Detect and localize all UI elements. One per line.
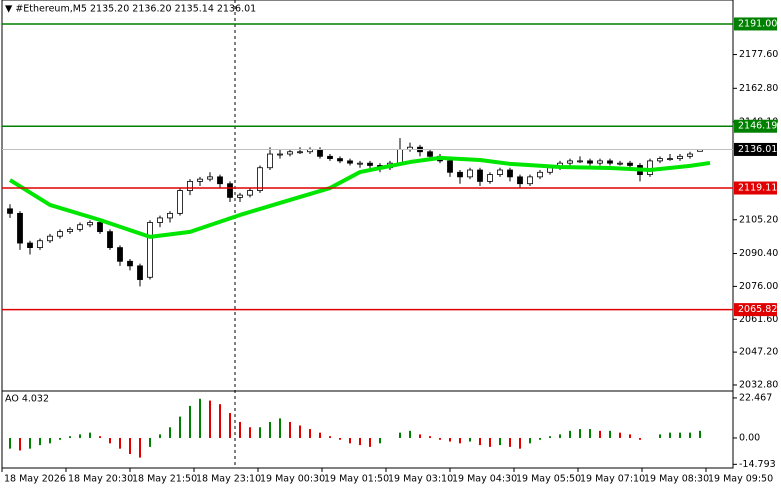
candle-body <box>17 212 23 244</box>
candle-body <box>597 160 603 164</box>
y-tick-label: -14.793 <box>739 459 776 470</box>
candle-body <box>367 162 373 166</box>
candle-body <box>297 151 303 154</box>
candle-body <box>247 190 253 196</box>
candle-body <box>497 169 503 175</box>
x-tick-label: 18 May 23:10 <box>196 474 261 485</box>
x-tick-label: 19 May 03:10 <box>388 474 453 485</box>
candle-body <box>357 162 363 165</box>
candle-body <box>327 155 333 160</box>
candle-body <box>257 167 263 191</box>
candle-body <box>537 171 543 178</box>
candle-body <box>507 169 513 178</box>
candle-body <box>127 260 133 267</box>
candle-body <box>217 176 223 185</box>
candle-body <box>577 160 583 163</box>
y-tick-label: 2061.60 <box>739 314 778 325</box>
candle-body <box>627 162 633 166</box>
candle-body <box>137 265 143 280</box>
level-label: 2146.19 <box>738 121 777 132</box>
candle-body <box>677 155 683 160</box>
x-tick-label: 18 May 2026 <box>4 474 66 485</box>
y-tick-label: 2162.80 <box>739 83 778 94</box>
x-tick-label: 19 May 05:50 <box>516 474 581 485</box>
level-label-box <box>734 181 777 195</box>
candle-body <box>47 235 53 242</box>
candle-body <box>487 174 493 182</box>
x-tick-label: 19 May 04:30 <box>452 474 517 485</box>
candle-body <box>617 162 623 165</box>
x-tick-label: 19 May 01:50 <box>324 474 389 485</box>
candle-body <box>317 149 323 157</box>
candle-body <box>567 160 573 164</box>
y-tick-label: 2177.60 <box>739 49 778 60</box>
candle-body <box>57 231 63 237</box>
candle-body <box>427 151 433 157</box>
candle-body <box>37 240 43 249</box>
candle-body <box>277 153 283 156</box>
candle-body <box>517 176 523 185</box>
last-price-label: 2136.01 <box>738 144 777 155</box>
candle-body <box>67 228 73 233</box>
candle-body <box>667 158 673 161</box>
candle-body <box>97 222 103 233</box>
candle-body <box>27 242 33 249</box>
candle-body <box>7 208 13 214</box>
y-tick-label: 2076.00 <box>739 281 778 292</box>
candle-body <box>687 153 693 157</box>
candle-body <box>527 176 533 185</box>
level-label: 2119.11 <box>738 183 777 194</box>
y-tick-label: 22.467 <box>739 392 772 403</box>
chart-frame <box>1 0 734 469</box>
chart-title: ▼ #Ethereum,M5 2135.20 2136.20 2135.14 2… <box>5 4 256 15</box>
indicator-title: AO 4.032 <box>5 394 49 405</box>
x-tick-label: 19 May 07:10 <box>580 474 645 485</box>
candle-body <box>207 176 213 180</box>
level-label-box <box>734 119 777 133</box>
candle-body <box>177 190 183 214</box>
candle-body <box>477 169 483 182</box>
y-tick-label: 0.00 <box>739 432 760 443</box>
candle-body <box>657 158 663 162</box>
candle-body <box>227 183 233 198</box>
x-tick-label: 19 May 09:50 <box>708 474 773 485</box>
y-tick-label: 2047.20 <box>739 347 778 358</box>
candle-body <box>587 160 593 164</box>
candle-body <box>457 171 463 178</box>
level-label-box <box>734 17 777 31</box>
candle-body <box>87 222 93 226</box>
candle-body <box>607 160 613 164</box>
x-tick-label: 19 May 00:30 <box>260 474 325 485</box>
candle-body <box>187 181 193 191</box>
last-price-box <box>734 142 777 156</box>
x-tick-label: 18 May 21:50 <box>132 474 197 485</box>
candle-body <box>447 160 453 173</box>
level-label-box <box>734 303 777 317</box>
candle-body <box>397 149 403 164</box>
candle-body <box>287 151 293 155</box>
candle-body <box>197 178 203 182</box>
candle-body <box>347 160 353 164</box>
x-tick-label: 18 May 20:30 <box>68 474 133 485</box>
y-tick-label: 2032.80 <box>739 379 778 390</box>
candle-body <box>77 224 83 230</box>
y-tick-label: 2105.20 <box>739 214 778 225</box>
candle-body <box>237 194 243 198</box>
moving-average <box>8 155 711 239</box>
candle-body <box>647 160 653 175</box>
candle-body <box>107 231 113 249</box>
candle-body <box>117 247 123 262</box>
candle-body <box>147 222 153 278</box>
level-label: 2191.00 <box>738 18 777 29</box>
level-label: 2065.82 <box>738 304 777 315</box>
candle-body <box>267 153 273 169</box>
x-tick-label: 19 May 08:30 <box>644 474 709 485</box>
candle-body <box>157 217 163 223</box>
candle-body <box>337 158 343 162</box>
candle-body <box>167 212 173 219</box>
candle-body <box>467 169 473 178</box>
y-tick-label: 2090.40 <box>739 248 778 259</box>
